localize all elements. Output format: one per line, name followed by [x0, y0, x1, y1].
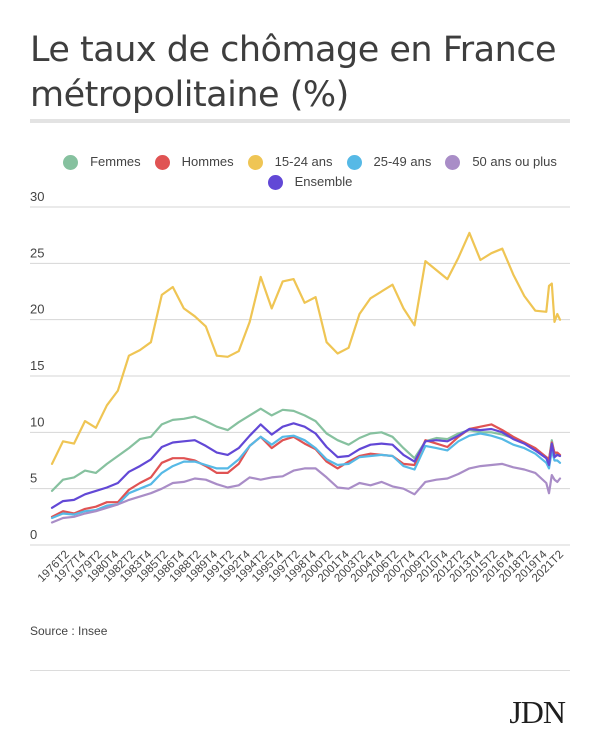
legend-item-15-24[interactable]: 15-24 ans: [247, 152, 333, 172]
chart-legend: Femmes Hommes 15-24 ans 25-49 ans 50 ans…: [40, 152, 580, 192]
y-tick-label: 15: [30, 358, 44, 373]
legend-item-25-49[interactable]: 25-49 ans: [346, 152, 432, 172]
legend-swatch-ensemble: [267, 174, 283, 190]
x-axis-ticks: 1976T21977T41979T21980T41982T21983T41985…: [36, 548, 566, 584]
series-line-25-49-ans[interactable]: [50, 432, 562, 520]
series-line-hommes[interactable]: [50, 423, 562, 518]
series-line-50-ans-ou-plus[interactable]: [50, 462, 562, 524]
legend-label-hommes: Hommes: [181, 154, 234, 169]
source-note: Source : Insee: [30, 624, 108, 638]
y-tick-label: 25: [30, 245, 44, 260]
legend-item-hommes[interactable]: Hommes: [154, 152, 234, 172]
series-line-ensemble[interactable]: [50, 422, 562, 509]
series-line-femmes[interactable]: [50, 407, 562, 492]
footer-divider: [30, 670, 570, 671]
title-divider: [30, 119, 570, 123]
y-tick-label: 0: [30, 527, 37, 542]
legend-label-femmes: Femmes: [90, 154, 141, 169]
y-tick-label: 5: [30, 471, 37, 486]
legend-swatch-femmes: [63, 154, 79, 170]
chart-title-line1: Le taux de chômage en France: [30, 30, 557, 70]
line-chart: 0 5 10 15 20 25 30 1976T21977T41979T21980T4198…: [30, 190, 570, 585]
y-tick-label: 10: [30, 414, 44, 429]
legend-item-ensemble[interactable]: Ensemble: [267, 172, 353, 192]
chart-title-line2: métropolitaine (%): [30, 75, 349, 115]
legend-swatch-hommes: [154, 154, 170, 170]
legend-label-ensemble: Ensemble: [294, 174, 353, 189]
y-tick-label: 20: [30, 302, 44, 317]
series-line-15-24-ans[interactable]: [50, 231, 562, 465]
chart-title: Le taux de chômage en France métropolita…: [30, 28, 570, 118]
legend-label-50-plus: 50 ans ou plus: [472, 154, 557, 169]
legend-swatch-25-49: [346, 154, 362, 170]
legend-row-1: Femmes Hommes 15-24 ans 25-49 ans 50 ans…: [40, 152, 580, 172]
series-lines: [50, 231, 562, 524]
legend-label-25-49: 25-49 ans: [373, 154, 432, 169]
legend-swatch-50-plus: [445, 154, 461, 170]
legend-item-50-plus[interactable]: 50 ans ou plus: [445, 152, 557, 172]
legend-swatch-15-24: [247, 154, 263, 170]
legend-item-femmes[interactable]: Femmes: [63, 152, 141, 172]
legend-label-15-24: 15-24 ans: [274, 154, 333, 169]
y-axis-ticks: 0 5 10 15 20 25 30: [30, 190, 44, 542]
y-tick-label: 30: [30, 190, 44, 204]
grid-lines: [30, 206, 570, 546]
jdn-logo: JDN: [509, 694, 566, 730]
legend-row-2: Ensemble: [40, 172, 580, 192]
